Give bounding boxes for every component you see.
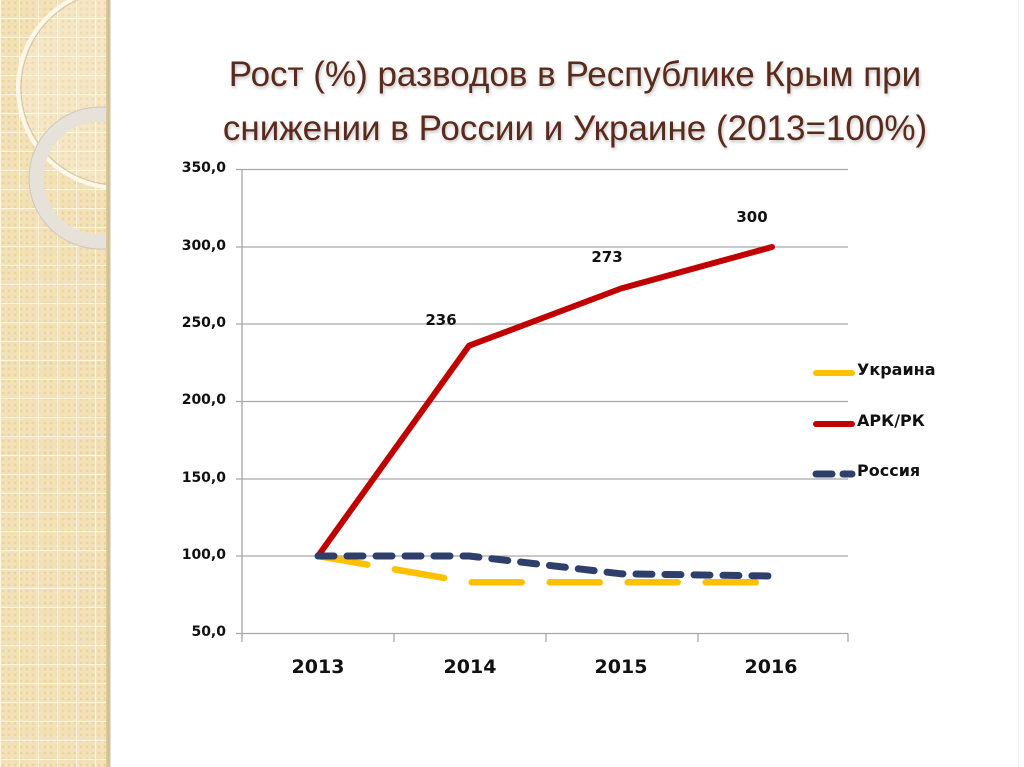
series-ark-rk-line [315,244,775,559]
legend-label: АРК/РК [857,411,925,430]
x-tick-label: 2015 [594,656,648,678]
y-tick-label: 250,0 [181,315,226,331]
series-russia-line [314,552,776,580]
legend-item-ark-rk: АРК/РК [812,411,972,435]
axes [241,169,849,642]
y-tick-label: 50,0 [191,624,226,640]
x-tick-label: 2016 [744,656,798,678]
x-tick-label: 2013 [291,656,345,678]
y-tick-label: 200,0 [181,392,226,408]
legend-label: Россия [857,461,921,480]
y-tick-label: 300,0 [181,238,226,254]
data-label-ark-2015: 273 [591,248,623,266]
slide-title: Рост (%) разводов в Республике Крым при … [150,48,1000,156]
y-tick-label: 350,0 [181,160,226,176]
legend-item-russia: Россия [812,461,972,485]
x-tick-label: 2014 [443,656,497,678]
gridlines [236,168,848,635]
title-line-1: Рост (%) разводов в Республике Крым при [228,55,922,94]
legend-label: Украина [857,360,936,379]
decorative-rings-icon [16,0,108,250]
slide-right-border [1018,0,1019,767]
legend-swatch-dashed-navy-icon [812,470,856,478]
legend-item-ukraine: Украина [812,360,972,384]
y-tick-label: 150,0 [181,470,226,486]
data-label-ark-2014: 236 [425,311,457,329]
legend-swatch-dashed-yellow-icon [813,370,855,376]
data-label-ark-2016: 300 [736,208,768,226]
decorative-side-panel [0,0,108,767]
title-line-2: снижении в России и Украине (2013=100%) [222,109,928,148]
legend-swatch-solid-red-icon [813,421,855,427]
y-tick-label: 100,0 [181,547,226,563]
side-panel-edge [106,0,111,767]
series-ukraine-line [314,552,776,586]
